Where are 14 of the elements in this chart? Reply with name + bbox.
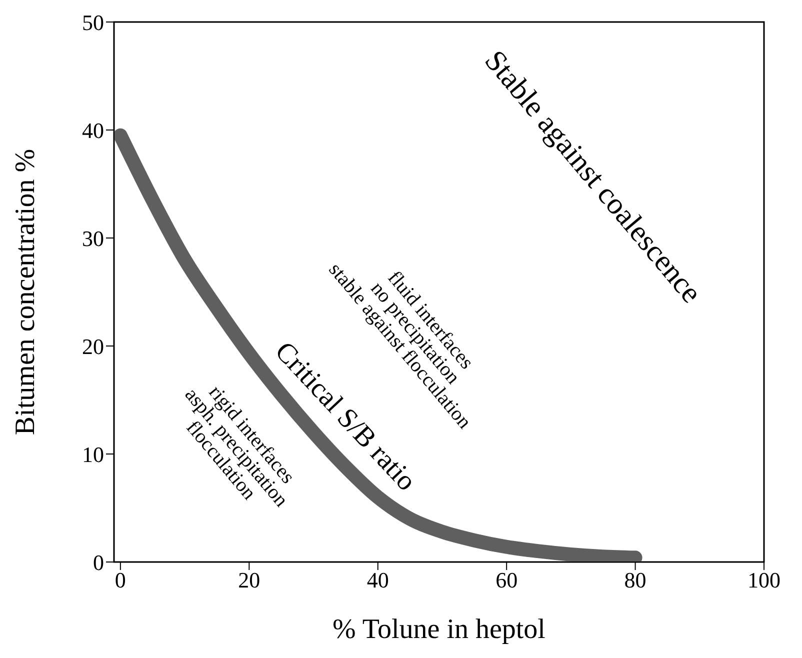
y-tick-label: 0: [93, 550, 104, 575]
y-tick-label: 50: [82, 10, 104, 35]
y-tick-label: 40: [82, 118, 104, 143]
x-tick-label: 80: [624, 568, 646, 593]
y-axis-title: Bitumen concentration %: [10, 148, 41, 436]
y-tick-label: 10: [82, 442, 104, 467]
x-tick-label: 20: [238, 568, 260, 593]
y-tick-label: 30: [82, 226, 104, 251]
x-tick-label: 60: [496, 568, 518, 593]
x-tick-label: 100: [748, 568, 780, 593]
x-axis-title: % Tolune in heptol: [332, 614, 546, 645]
x-tick-label: 40: [366, 568, 389, 593]
y-tick-label: 20: [82, 334, 104, 359]
x-tick-label: 0: [114, 568, 126, 593]
